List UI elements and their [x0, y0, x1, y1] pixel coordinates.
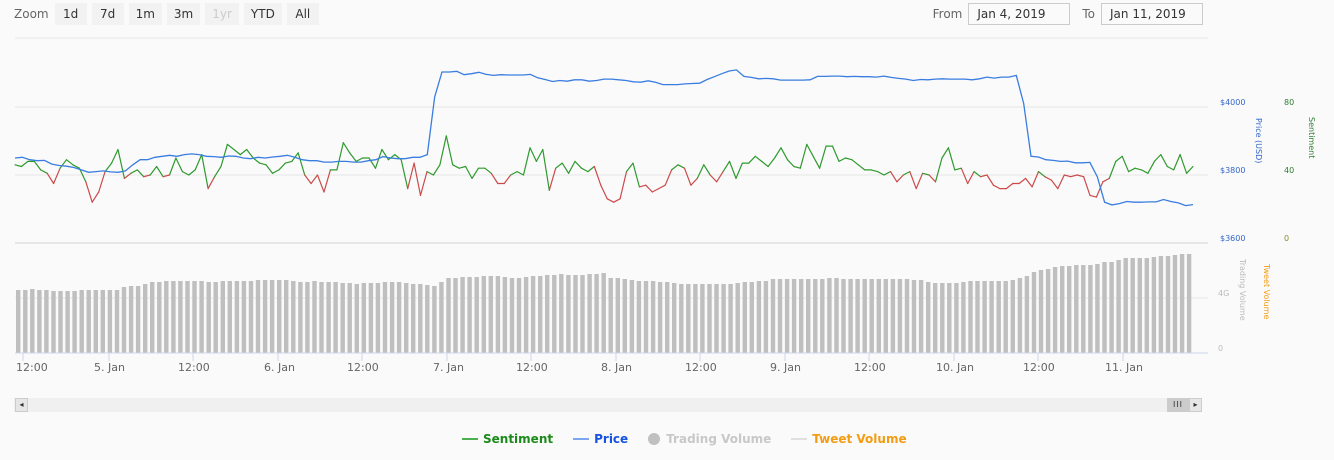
tweet-volume-axis-title: Tweet Volume: [1262, 263, 1271, 319]
svg-text:9. Jan: 9. Jan: [770, 361, 801, 374]
legend-item-tweet-volume[interactable]: Tweet Volume: [791, 432, 907, 446]
line-symbol-icon: [573, 438, 590, 440]
zoom-1m-button[interactable]: 1m: [128, 3, 162, 25]
zoom-3m-button[interactable]: 3m: [166, 3, 201, 25]
x-tick: 7. Jan: [433, 353, 464, 374]
scrollbar-thumb[interactable]: III: [1167, 398, 1189, 412]
x-tick: 12:00: [516, 353, 548, 374]
svg-text:10. Jan: 10. Jan: [936, 361, 974, 374]
x-tick: 12:00: [1023, 353, 1055, 374]
x-tick: 12:00: [685, 353, 717, 374]
svg-text:12:00: 12:00: [16, 361, 48, 374]
price-axis-title: Price (USD): [1254, 118, 1263, 163]
zoom-all-button[interactable]: All: [286, 3, 319, 25]
x-tick: 12:00: [16, 353, 48, 374]
sentiment-series: [14, 135, 1194, 203]
svg-text:7. Jan: 7. Jan: [433, 361, 464, 374]
date-range: From Jan 4, 2019 To Jan 11, 2019: [921, 3, 1203, 25]
x-tick: 5. Jan: [94, 353, 125, 374]
trading-volume-bars: [16, 254, 1192, 353]
x-tick: 12:00: [178, 353, 210, 374]
svg-text:11. Jan: 11. Jan: [1105, 361, 1143, 374]
line-symbol-icon: [791, 438, 808, 440]
price-tick-4000: $4000: [1220, 98, 1245, 107]
from-label: From: [932, 7, 963, 21]
volume-tick-4g: 4G: [1218, 289, 1229, 298]
svg-text:5. Jan: 5. Jan: [94, 361, 125, 374]
sentiment-tick-80: 80: [1284, 98, 1294, 107]
legend-item-sentiment[interactable]: Sentiment: [462, 432, 553, 446]
legend-label: Tweet Volume: [812, 432, 907, 446]
zoom-label: Zoom: [14, 7, 49, 21]
legend-label: Price: [594, 432, 629, 446]
x-tick: 12:00: [854, 353, 886, 374]
x-tick: 12:00: [347, 353, 379, 374]
legend-item-trading-volume[interactable]: Trading Volume: [648, 432, 771, 446]
sentiment-axis-title: Sentiment: [1307, 117, 1316, 158]
price-tick-3800: $3800: [1220, 166, 1245, 175]
to-label: To: [1082, 7, 1095, 21]
legend: Sentiment Price Trading Volume Tweet Vol…: [462, 432, 927, 446]
zoom-1d-button[interactable]: 1d: [54, 3, 87, 25]
zoom-7d-button[interactable]: 7d: [91, 3, 124, 25]
range-selector: Zoom 1d 7d 1m 3m 1yr YTD All: [14, 3, 324, 25]
svg-text:12:00: 12:00: [1023, 361, 1055, 374]
navigator-scrollbar[interactable]: ◂ III ▸: [14, 398, 1202, 412]
zoom-ytd-button[interactable]: YTD: [243, 3, 282, 25]
zoom-1yr-button[interactable]: 1yr: [205, 3, 239, 25]
x-tick: 9. Jan: [770, 353, 801, 374]
x-tick: 11. Jan: [1105, 353, 1143, 374]
to-date-input[interactable]: Jan 11, 2019: [1101, 3, 1203, 25]
svg-text:12:00: 12:00: [347, 361, 379, 374]
svg-text:8. Jan: 8. Jan: [601, 361, 632, 374]
x-tick: 8. Jan: [601, 353, 632, 374]
svg-text:12:00: 12:00: [854, 361, 886, 374]
svg-text:6. Jan: 6. Jan: [264, 361, 295, 374]
x-tick: 6. Jan: [264, 353, 295, 374]
scroll-left-button[interactable]: ◂: [15, 398, 28, 412]
x-tick: 10. Jan: [936, 353, 974, 374]
svg-text:12:00: 12:00: [516, 361, 548, 374]
from-date-input[interactable]: Jan 4, 2019: [968, 3, 1071, 25]
x-axis: 12:00 5. Jan 12:00 6. Jan 12:00 7. Jan 1…: [16, 353, 1143, 374]
sentiment-tick-40: 40: [1284, 166, 1294, 175]
circle-symbol-icon: [648, 433, 661, 445]
svg-text:12:00: 12:00: [685, 361, 717, 374]
svg-text:12:00: 12:00: [178, 361, 210, 374]
trading-volume-axis-title: Trading Volume: [1238, 258, 1247, 321]
price-series: [14, 69, 1194, 207]
volume-tick-0: 0: [1218, 344, 1223, 353]
scroll-right-button[interactable]: ▸: [1189, 398, 1202, 412]
line-symbol-icon: [462, 438, 478, 440]
legend-label: Sentiment: [483, 432, 554, 446]
legend-label: Trading Volume: [666, 432, 772, 446]
sentiment-tick-0: 0: [1284, 234, 1289, 243]
price-tick-3600: $3600: [1220, 234, 1245, 243]
legend-item-price[interactable]: Price: [573, 432, 628, 446]
